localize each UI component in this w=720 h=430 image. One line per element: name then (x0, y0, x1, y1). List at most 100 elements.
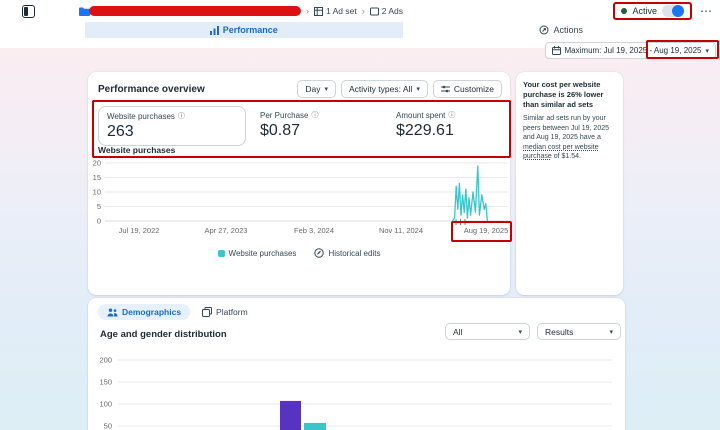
chevron-down-icon: ▾ (518, 328, 522, 336)
demographics-chart-title: Age and gender distribution (100, 329, 227, 340)
view-tabs: Performance Actions (0, 22, 720, 38)
people-icon (107, 308, 118, 316)
metric-label: Amount spent (396, 110, 446, 120)
breakdown-dropdown[interactable]: All ▾ (445, 323, 530, 340)
interval-label: Day (305, 84, 321, 94)
svg-text:0: 0 (97, 217, 101, 226)
tab-performance-label: Performance (222, 25, 278, 35)
insight-text: Similar ad sets run by your peers betwee… (523, 115, 610, 142)
customize-sliders-icon (440, 85, 450, 93)
actions-icon (539, 25, 549, 35)
tab-platform[interactable]: Platform (202, 307, 248, 317)
svg-text:100: 100 (99, 400, 112, 409)
campaign-folder-icon (79, 7, 90, 16)
legend-label: Historical edits (328, 248, 381, 258)
bar (304, 422, 326, 430)
legend-label: Website purchases (228, 248, 297, 258)
tab-label: Platform (216, 307, 248, 317)
toggle-knob (672, 5, 684, 17)
breadcrumb: › 1 Ad set › 2 Ads (79, 6, 403, 16)
tab-label: Demographics (122, 307, 182, 317)
metric-website-purchases[interactable]: Website purchases ⓘ 263 (98, 106, 246, 146)
annotation-box-active-toggle: Active (613, 2, 692, 20)
historical-edits-icon (314, 248, 325, 258)
info-icon[interactable]: ⓘ (177, 113, 185, 120)
date-range-selector[interactable]: Maximum: Jul 19, 2025 - Aug 19, 2025 ▾ (544, 42, 716, 59)
breadcrumb-separator: › (306, 6, 309, 16)
svg-text:150: 150 (99, 378, 112, 387)
active-status-label: Active (632, 6, 657, 16)
ad-set-icon (314, 6, 323, 16)
chevron-down-icon: ▾ (705, 47, 709, 55)
svg-text:10: 10 (93, 188, 101, 197)
top-bar: › 1 Ad set › 2 Ads Active ⋯ (0, 0, 720, 22)
age-gender-bar-chart: 200 150 100 50 (99, 356, 612, 430)
active-status-dot (621, 8, 628, 14)
chevron-down-icon: ▾ (609, 328, 613, 336)
bar (280, 400, 301, 430)
metric-value: $0.87 (260, 122, 301, 139)
chevron-down-icon: ▾ (324, 86, 329, 93)
customize-label: Customize (453, 84, 494, 94)
svg-text:Apr 27, 2023: Apr 27, 2023 (205, 226, 248, 235)
svg-text:200: 200 (99, 356, 112, 365)
svg-text:Jul 19, 2022: Jul 19, 2022 (119, 226, 160, 235)
dropdown-value: All (453, 326, 463, 337)
more-options-button[interactable]: ⋯ (700, 4, 712, 18)
metric-value: 263 (107, 123, 134, 140)
breadcrumb-ad-set[interactable]: 1 Ad set (314, 6, 357, 16)
performance-line-chart: 0 5 10 15 20 Jul 19, 2022 Apr 27, 2023 Feb 3, 2… (93, 160, 509, 235)
breadcrumb-ads[interactable]: 2 Ads (369, 6, 403, 16)
legend-color-swatch (217, 249, 225, 257)
info-icon[interactable]: ⓘ (448, 112, 456, 119)
calendar-icon (551, 46, 561, 55)
metric-per-purchase[interactable]: Per Purchase ⓘ $0.87 (252, 106, 384, 146)
tab-performance[interactable]: Performance (85, 22, 403, 38)
platform-icon (202, 307, 213, 317)
metric-label: Website purchases (107, 111, 175, 121)
dropdown-value: Results (545, 326, 574, 337)
svg-text:Feb 3, 2024: Feb 3, 2024 (294, 226, 334, 235)
demographics-card: Demographics Platform Age and gender dis… (88, 298, 625, 430)
sidebar-toggle-icon[interactable] (22, 4, 35, 18)
insight-headline: Your cost per website purchase is 26% lo… (523, 80, 604, 109)
performance-overview-card: Performance overview Day ▾ Activity type… (88, 72, 510, 295)
median-cost-link[interactable]: median cost per website purchase (523, 143, 599, 160)
tab-actions[interactable]: Actions (403, 22, 720, 38)
activity-label: Activity types: All (349, 84, 413, 94)
svg-text:Nov 11, 2024: Nov 11, 2024 (379, 226, 423, 235)
insight-text: of $1.54. (551, 153, 581, 160)
legend-historical-edits: Historical edits (314, 248, 380, 258)
chevron-down-icon: ▾ (416, 86, 420, 93)
svg-text:20: 20 (93, 160, 101, 168)
active-toggle[interactable] (662, 5, 684, 17)
ads-label: 2 Ads (381, 6, 403, 16)
card-title: Performance overview (98, 83, 205, 95)
date-range-label: Maximum: Jul 19, 2025 - Aug 19, 2025 (564, 46, 702, 55)
ad-set-label: 1 Ad set (326, 6, 357, 16)
svg-text:50: 50 (104, 422, 112, 430)
metric-label: Per Purchase (260, 110, 309, 120)
redacted-campaign-name (89, 6, 301, 16)
tab-demographics[interactable]: Demographics (98, 304, 191, 320)
svg-text:Aug 19, 2025: Aug 19, 2025 (464, 226, 509, 235)
peer-comparison-card: Your cost per website purchase is 26% lo… (516, 72, 623, 295)
metric-value: $229.61 (396, 122, 454, 139)
customize-button[interactable]: Customize (432, 80, 502, 98)
breadcrumb-separator: › (361, 6, 365, 16)
results-dropdown[interactable]: Results ▾ (537, 323, 621, 340)
bar-chart-icon (209, 25, 219, 35)
chart-title: Website purchases (98, 145, 176, 155)
ads-icon (369, 7, 379, 15)
activity-types-dropdown[interactable]: Activity types: All ▾ (341, 80, 428, 98)
tab-actions-label: Actions (553, 25, 583, 35)
metrics-row: Website purchases ⓘ 263 Per Purchase ⓘ $0.… (98, 106, 463, 146)
metric-amount-spent[interactable]: Amount spent ⓘ $229.61 (388, 106, 463, 146)
svg-text:5: 5 (97, 202, 101, 211)
insight-body: Similar ad sets run by your peers betwee… (523, 114, 616, 161)
info-icon[interactable]: ⓘ (311, 112, 319, 119)
interval-dropdown[interactable]: Day ▾ (297, 80, 337, 98)
legend-website-purchases: Website purchases (217, 248, 297, 258)
breakdown-tabs: Demographics Platform (98, 304, 248, 320)
